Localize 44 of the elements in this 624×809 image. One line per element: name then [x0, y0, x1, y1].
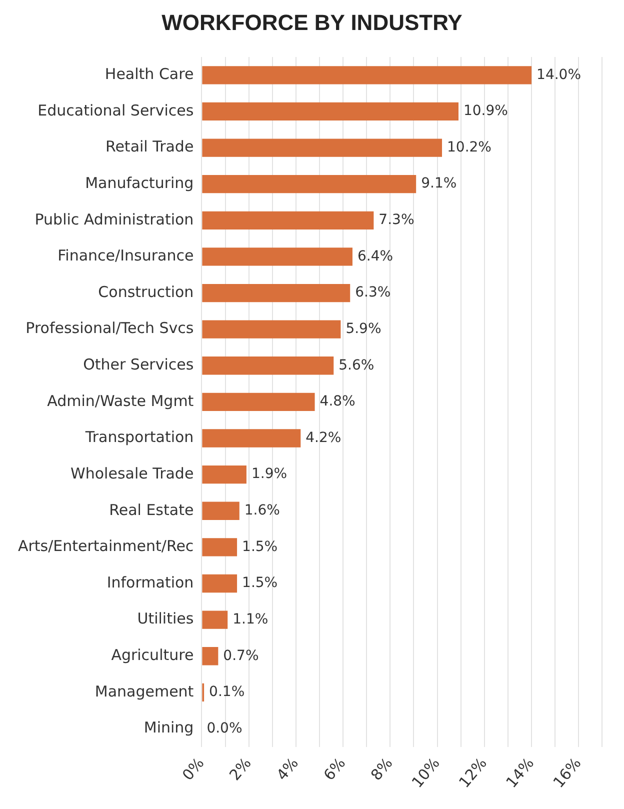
y-tick-label: Educational Services	[38, 101, 194, 120]
y-tick-label: Public Administration	[34, 210, 194, 228]
y-tick-label: Mining	[144, 718, 194, 737]
y-tick-label: Arts/Entertainment/Rec	[18, 537, 194, 556]
y-tick-label: Professional/Tech Svcs	[26, 319, 194, 338]
data-label: 4.2%	[306, 430, 342, 446]
y-tick-label: Manufacturing	[85, 174, 194, 192]
data-label: 1.5%	[242, 575, 278, 592]
x-tick-label: 0%	[178, 754, 208, 784]
x-tick-label: 6%	[320, 754, 350, 784]
data-label: 0.0%	[206, 720, 242, 736]
x-tick-label: 4%	[272, 754, 302, 784]
y-tick-label: Other Services	[83, 356, 194, 374]
data-label: 10.2%	[447, 139, 492, 156]
data-label: 1.1%	[232, 611, 268, 628]
x-tick-label: 2%	[226, 754, 255, 784]
data-label: 9.1%	[421, 176, 457, 192]
y-tick-label: Wholesale Trade	[70, 464, 194, 482]
data-label: 1.6%	[244, 502, 280, 519]
data-label: 6.4%	[357, 248, 394, 264]
y-tick-label: Agriculture	[111, 646, 194, 664]
y-tick-label: Construction	[98, 282, 194, 301]
x-tick-label: 8%	[367, 754, 396, 784]
y-tick-label: Real Estate	[109, 500, 194, 519]
data-label: 0.7%	[223, 648, 259, 664]
data-label: 10.9%	[463, 103, 508, 120]
data-label: 0.1%	[209, 684, 245, 700]
y-tick-label: Information	[106, 573, 194, 592]
data-label: 5.6%	[338, 357, 374, 374]
data-label: 5.9%	[346, 320, 382, 337]
y-tick-label: Transportation	[84, 428, 194, 446]
y-tick-label: Utilities	[137, 610, 194, 628]
data-label: 7.3%	[378, 212, 414, 228]
data-label: 14.0%	[536, 66, 582, 83]
chart-title: WORKFORCE BY INDUSTRY	[160, 9, 464, 37]
y-tick-label: Management	[94, 682, 194, 700]
y-tick-label: Retail Trade	[105, 138, 194, 156]
y-tick-label: Finance/Insurance	[58, 246, 194, 265]
data-label: 6.3%	[355, 284, 391, 301]
data-label: 1.5%	[242, 538, 278, 555]
data-label: 4.8%	[320, 394, 356, 410]
data-label: 1.9%	[251, 466, 288, 482]
y-tick-label: Admin/Waste Mgmt	[47, 392, 194, 410]
y-tick-label: Health Care	[104, 65, 194, 84]
